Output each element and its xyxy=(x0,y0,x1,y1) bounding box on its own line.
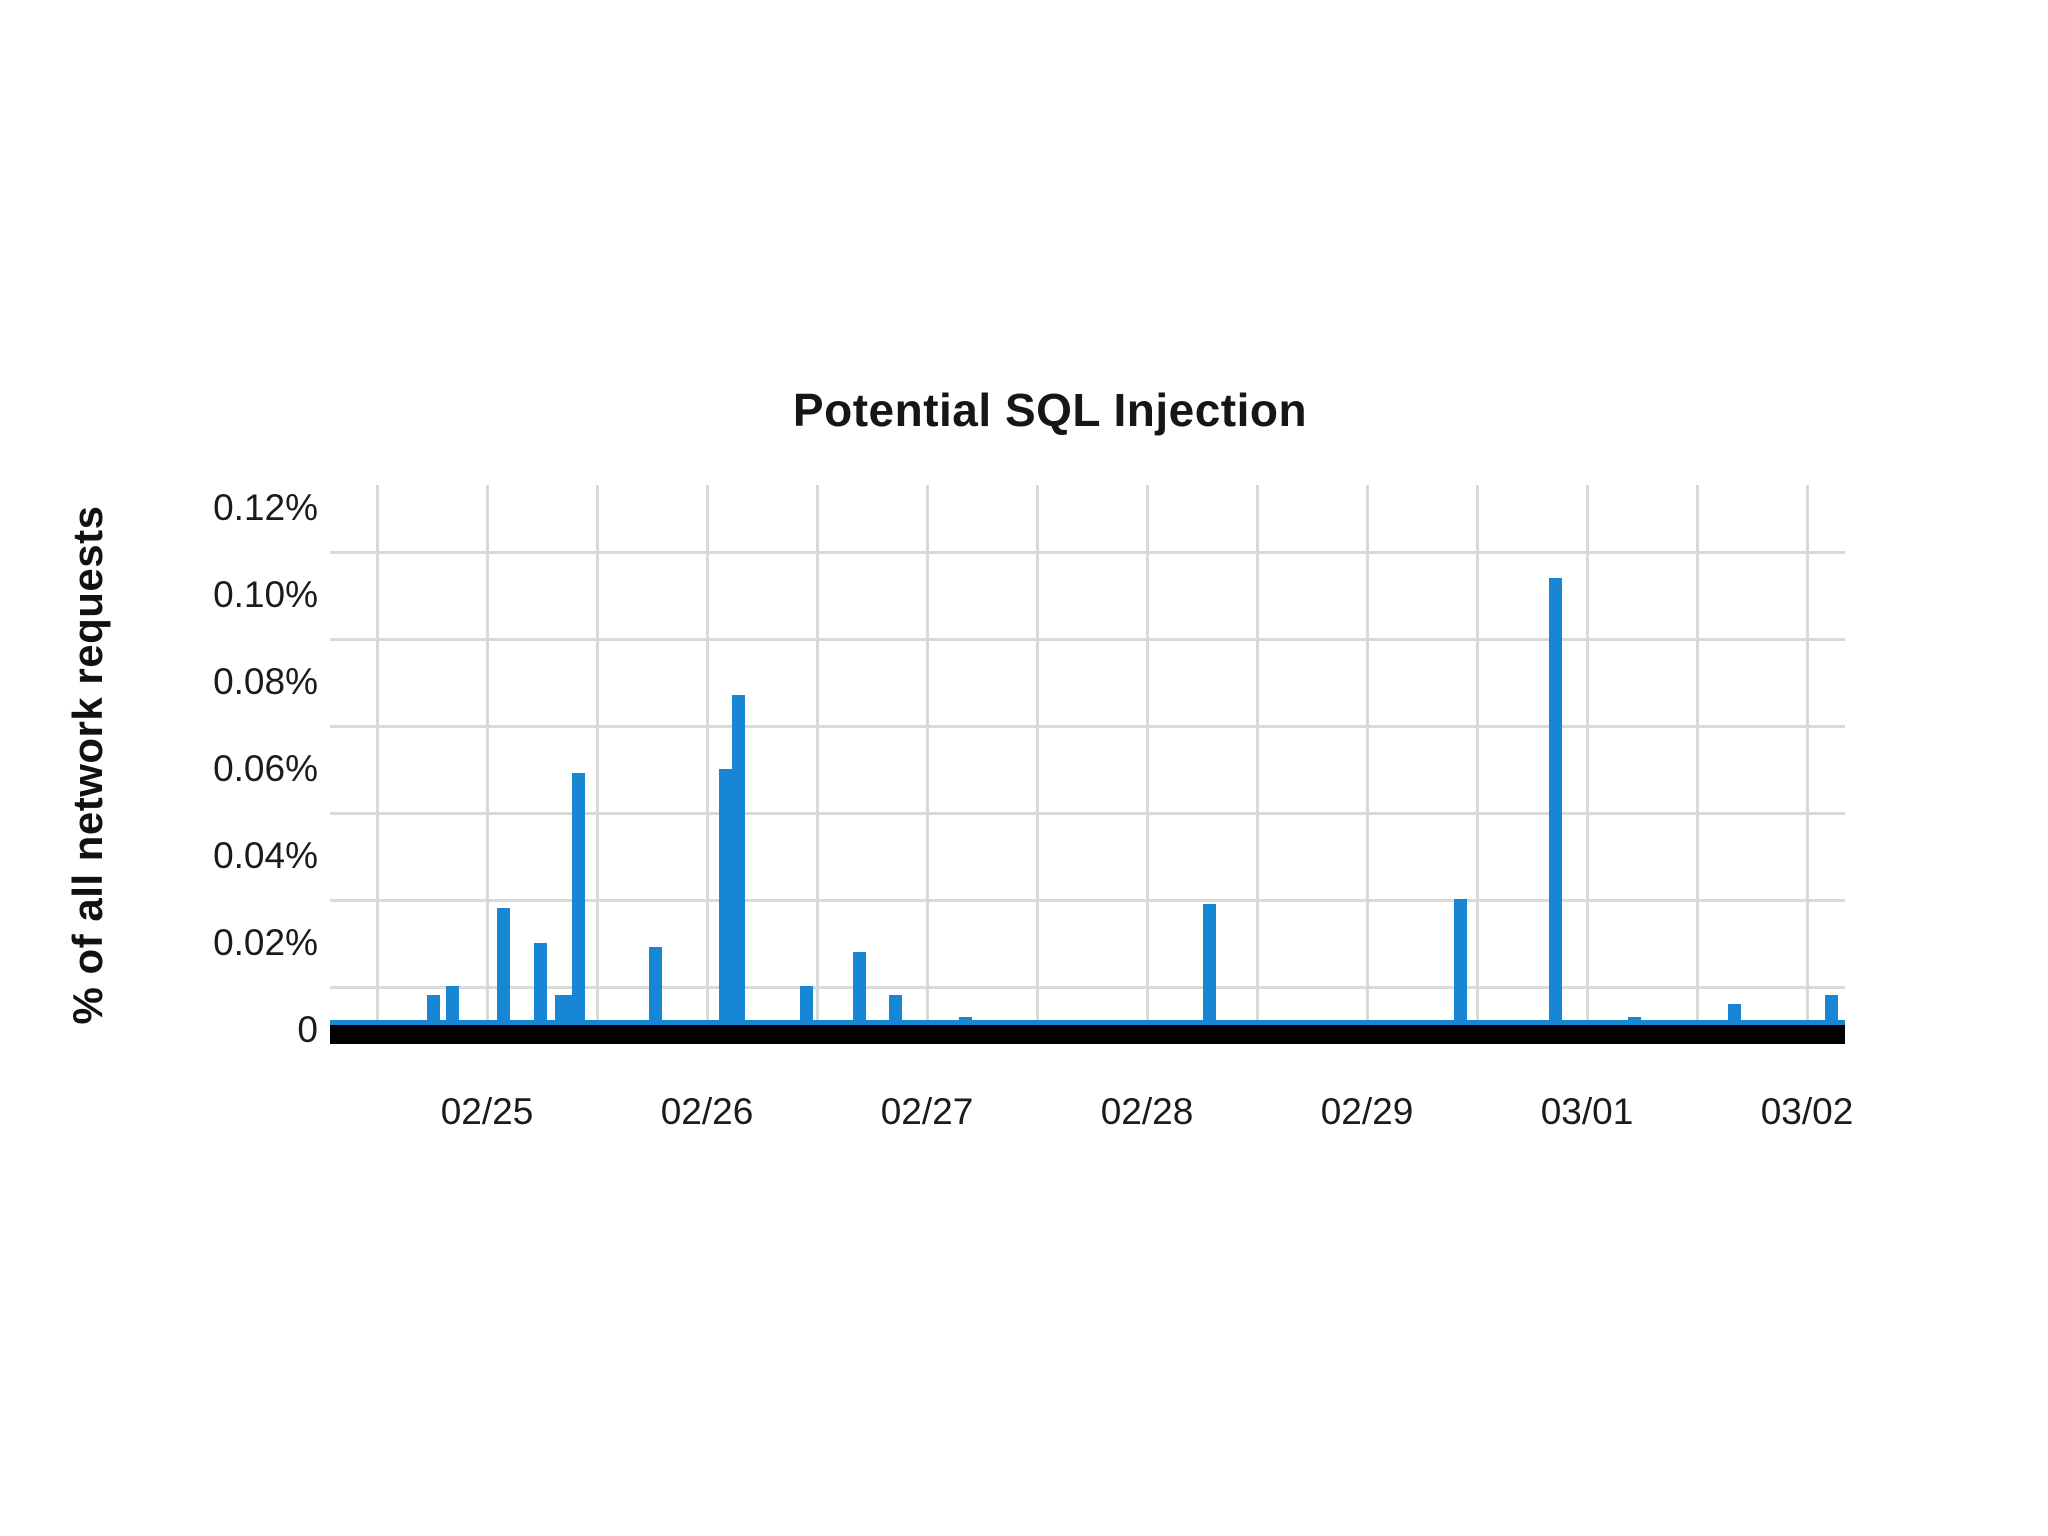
bar[interactable] xyxy=(555,995,573,1025)
vertical-gridline xyxy=(926,485,929,1025)
vertical-gridline xyxy=(816,485,819,1025)
x-tick-label: 02/28 xyxy=(1100,1091,1194,1132)
bar[interactable] xyxy=(1825,995,1838,1025)
vertical-gridline xyxy=(1806,485,1809,1025)
x-axis-line xyxy=(330,1025,1845,1044)
vertical-gridline xyxy=(1256,485,1259,1025)
y-tick-label: 0.08% xyxy=(213,661,318,702)
bar[interactable] xyxy=(853,952,866,1025)
bar[interactable] xyxy=(719,769,732,1025)
y-tick-label: 0.04% xyxy=(213,835,318,876)
vertical-gridline xyxy=(1366,485,1369,1025)
x-tick-label: 02/29 xyxy=(1320,1091,1414,1132)
vertical-gridline xyxy=(1146,485,1149,1025)
bar[interactable] xyxy=(1203,904,1216,1025)
bar[interactable] xyxy=(800,986,813,1025)
bar[interactable] xyxy=(497,908,510,1025)
vertical-gridline xyxy=(596,485,599,1025)
bar[interactable] xyxy=(1549,578,1562,1025)
y-tick-label: 0 xyxy=(297,1009,318,1050)
horizontal-gridline xyxy=(330,637,1845,641)
y-tick-label: 0.10% xyxy=(213,574,318,615)
vertical-gridline xyxy=(1586,485,1589,1025)
vertical-gridline xyxy=(706,485,709,1025)
horizontal-gridline xyxy=(330,985,1845,989)
baseline-strip xyxy=(330,1020,1845,1026)
bar[interactable] xyxy=(427,995,440,1025)
bar[interactable] xyxy=(446,986,459,1025)
horizontal-gridline xyxy=(330,550,1845,554)
chart-title: Potential SQL Injection xyxy=(792,384,1308,436)
plot-area xyxy=(330,485,1845,1025)
y-tick-label: 0.06% xyxy=(213,748,318,789)
x-tick-label: 03/01 xyxy=(1540,1091,1634,1132)
bar[interactable] xyxy=(534,943,547,1025)
x-tick-label: 03/02 xyxy=(1760,1091,1854,1132)
bar[interactable] xyxy=(649,947,662,1025)
x-tick-label: 02/26 xyxy=(660,1091,754,1132)
horizontal-gridline xyxy=(330,811,1845,815)
vertical-gridline xyxy=(1696,485,1699,1025)
bar[interactable] xyxy=(1728,1004,1741,1025)
vertical-gridline xyxy=(1476,485,1479,1025)
vertical-gridline xyxy=(486,485,489,1025)
bar[interactable] xyxy=(1454,899,1467,1025)
horizontal-gridline xyxy=(330,898,1845,902)
y-tick-label: 0.02% xyxy=(213,922,318,963)
vertical-gridline xyxy=(376,485,379,1025)
y-tick-label: 0.12% xyxy=(213,487,318,528)
x-tick-label: 02/27 xyxy=(880,1091,974,1132)
bar[interactable] xyxy=(889,995,902,1025)
bar[interactable] xyxy=(732,695,745,1025)
x-tick-label: 02/25 xyxy=(440,1091,534,1132)
horizontal-gridline xyxy=(330,724,1845,728)
bar[interactable] xyxy=(572,773,585,1025)
vertical-gridline xyxy=(1036,485,1039,1025)
